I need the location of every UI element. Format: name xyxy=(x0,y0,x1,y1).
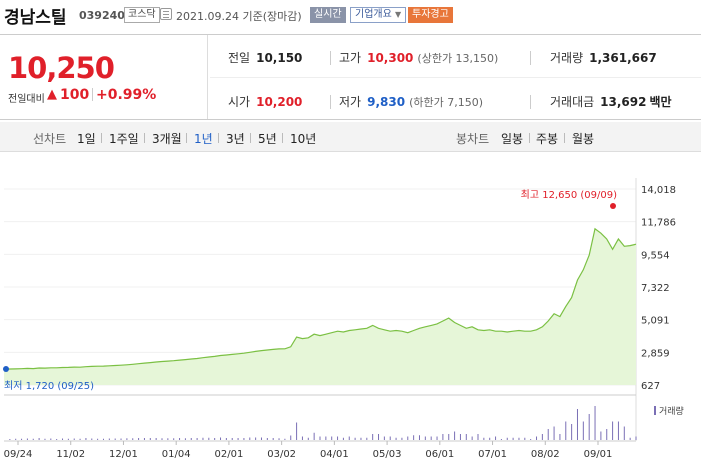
low-marker xyxy=(3,366,9,373)
x-tick-label: 09/01 xyxy=(584,449,613,460)
stat-label: 거래량 xyxy=(550,51,584,65)
change-value: 100 xyxy=(60,87,90,103)
stat-label: 시가 xyxy=(228,95,251,109)
stock-code: 039240 xyxy=(79,9,125,22)
stat-label: 고가 xyxy=(339,51,362,65)
tab-10y[interactable]: 10년 xyxy=(290,132,317,146)
chart-grid xyxy=(4,178,637,442)
candle-chart-label: 봉차트 xyxy=(456,132,490,146)
stat-open: 시가 10,200 xyxy=(228,93,302,110)
x-tick-label: 06/01 xyxy=(425,449,454,460)
y-tick-label: 11,786 xyxy=(641,218,676,229)
price-area xyxy=(4,228,636,385)
divider xyxy=(92,88,93,101)
x-tick-label: 04/01 xyxy=(320,449,349,460)
y-axis-ticks: 14,018 11,786 9,554 7,322 5,091 2,859 627 xyxy=(641,185,676,392)
divider xyxy=(282,133,283,143)
x-tick-label: 11/02 xyxy=(56,449,85,460)
y-tick-label: 627 xyxy=(641,381,660,392)
lower-limit: (하한가 7,150) xyxy=(409,96,483,109)
y-tick-label: 9,554 xyxy=(641,250,670,261)
tab-3y[interactable]: 3년 xyxy=(226,132,245,146)
stat-label: 저가 xyxy=(339,95,362,109)
tab-1d[interactable]: 1일 xyxy=(77,132,96,146)
tab-1w[interactable]: 1주일 xyxy=(109,132,139,146)
realtime-button[interactable]: 실시간 xyxy=(310,7,346,23)
stat-value: 13,692 xyxy=(600,95,647,109)
stat-volume: 거래량 1,361,667 xyxy=(550,49,657,66)
stat-amount: 거래대금 13,692 백만 xyxy=(550,93,672,110)
up-arrow-icon: ▲ xyxy=(47,87,57,102)
divider xyxy=(530,95,531,109)
volume-legend: 거래량 xyxy=(659,405,684,417)
divider xyxy=(144,133,145,143)
divider xyxy=(101,133,102,143)
y-tick-label: 5,091 xyxy=(641,316,670,327)
x-tick-label: 05/03 xyxy=(373,449,402,460)
tab-weekly-candle[interactable]: 주봉 xyxy=(536,132,559,146)
volume-bars xyxy=(9,406,637,440)
high-marker xyxy=(610,203,616,209)
calendar-icon xyxy=(160,8,172,20)
change-label: 전일대비 xyxy=(8,94,45,105)
stat-value: 10,300 xyxy=(367,51,414,65)
divider xyxy=(250,133,251,143)
y-tick-label: 7,322 xyxy=(641,283,670,294)
x-tick-label: 03/02 xyxy=(267,449,296,460)
company-overview-label: 기업개요 xyxy=(355,9,392,20)
company-overview-dropdown[interactable]: 기업개요 ▼ xyxy=(350,7,407,23)
stock-name: 경남스틸 xyxy=(4,8,67,28)
x-tick-label: 08/02 xyxy=(531,449,560,460)
divider xyxy=(529,133,530,143)
investment-warning-badge[interactable]: 투자경고 xyxy=(408,7,453,23)
divider xyxy=(330,95,331,109)
stat-value: 10,150 xyxy=(256,51,303,65)
stat-unit: 백만 xyxy=(649,95,672,109)
stat-low: 저가 9,830 (하한가 7,150) xyxy=(339,93,483,110)
caret-down-icon: ▼ xyxy=(395,10,402,19)
volume-legend-swatch xyxy=(654,406,656,415)
y-tick-label: 2,859 xyxy=(641,348,670,359)
tab-3m[interactable]: 3개월 xyxy=(152,132,182,146)
divider xyxy=(564,133,565,143)
stat-value: 9,830 xyxy=(367,95,406,109)
stat-value: 1,361,667 xyxy=(589,51,657,65)
price-line xyxy=(4,227,637,370)
stat-high: 고가 10,300 (상한가 13,150) xyxy=(339,49,498,66)
x-tick-label: 12/01 xyxy=(109,449,138,460)
price-chart[interactable]: 14,018 11,786 9,554 7,322 5,091 2,859 627 09/2… xyxy=(0,153,701,466)
divider xyxy=(218,133,219,143)
tab-monthly-candle[interactable]: 월봉 xyxy=(572,132,595,146)
line-chart-label: 선차트 xyxy=(33,132,67,146)
x-tick-label: 01/04 xyxy=(162,449,191,460)
price-panel: 10,250 전일대비 ▲ 100 +0.99% 전일 10,150 고가 10,3… xyxy=(0,34,701,120)
base-date: 2021.09.24 기준(장마감) xyxy=(176,10,302,23)
stock-header: 경남스틸 039240 코스닥 2021.09.24 기준(장마감) 실시간 기… xyxy=(0,0,701,30)
high-annotation: 최고 12,650 (09/09) xyxy=(521,189,617,201)
x-axis-ticks: 09/24 11/02 12/01 01/04 02/01 03/02 04/01 05/03… xyxy=(4,441,613,460)
low-annotation: 최저 1,720 (09/25) xyxy=(4,380,94,392)
market-badge: 코스닥 xyxy=(124,7,160,23)
x-tick-label: 02/01 xyxy=(214,449,243,460)
divider xyxy=(186,133,187,143)
current-price: 10,250 xyxy=(8,51,115,85)
row-divider xyxy=(210,77,701,78)
x-tick-label: 07/01 xyxy=(478,449,507,460)
divider xyxy=(530,51,531,65)
upper-limit: (상한가 13,150) xyxy=(417,52,499,65)
stat-label: 거래대금 xyxy=(550,95,595,109)
stat-prev-close: 전일 10,150 xyxy=(228,49,302,66)
stat-value: 10,200 xyxy=(256,95,303,109)
x-tick-label: 09/24 xyxy=(4,449,33,460)
chart-period-tabs: 선차트 1일 1주일 3개월 1년 3년 5년 10년 봉차트 일봉 주봉 월봉 xyxy=(0,122,701,152)
current-price-box: 10,250 전일대비 ▲ 100 +0.99% xyxy=(0,35,208,119)
tab-5y[interactable]: 5년 xyxy=(258,132,277,146)
stat-label: 전일 xyxy=(228,51,251,65)
tab-1y[interactable]: 1년 xyxy=(194,132,213,146)
divider xyxy=(330,51,331,65)
tab-daily-candle[interactable]: 일봉 xyxy=(501,132,524,146)
change-percent: +0.99% xyxy=(96,87,157,103)
y-tick-label: 14,018 xyxy=(641,185,676,196)
